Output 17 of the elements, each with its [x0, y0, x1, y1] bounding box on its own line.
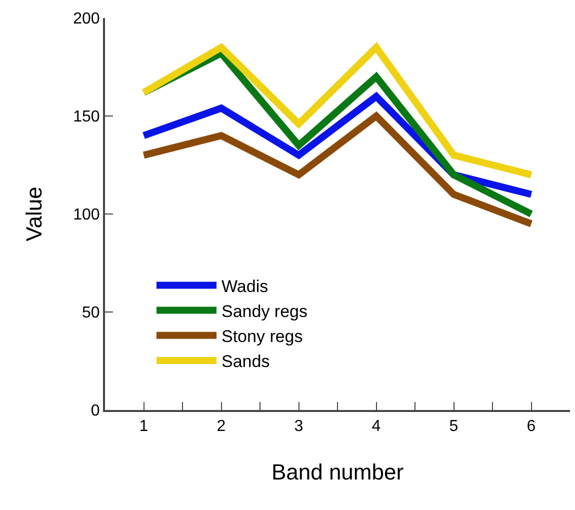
x-axis-title: Band number	[271, 460, 404, 485]
x-tick-label: 1	[139, 418, 148, 436]
y-tick-label: 0	[90, 402, 100, 420]
legend-label: Sandy regs	[222, 302, 308, 321]
y-tick-label: 50	[82, 304, 100, 322]
y-tick-label: 200	[73, 10, 100, 28]
x-tick-label: 4	[372, 418, 381, 436]
x-tick-label: 2	[216, 418, 226, 436]
x-tick-label: 6	[526, 418, 536, 436]
x-tick-label: 3	[294, 418, 304, 436]
y-tick-label: 150	[73, 108, 100, 126]
y-axis-title: Value	[21, 186, 46, 242]
legend-label: Stony regs	[222, 327, 303, 346]
legend-label: Sands	[222, 352, 270, 372]
legend-label: Wadis	[222, 276, 268, 296]
x-tick-label: 5	[449, 418, 458, 436]
y-tick-label: 100	[73, 206, 100, 224]
